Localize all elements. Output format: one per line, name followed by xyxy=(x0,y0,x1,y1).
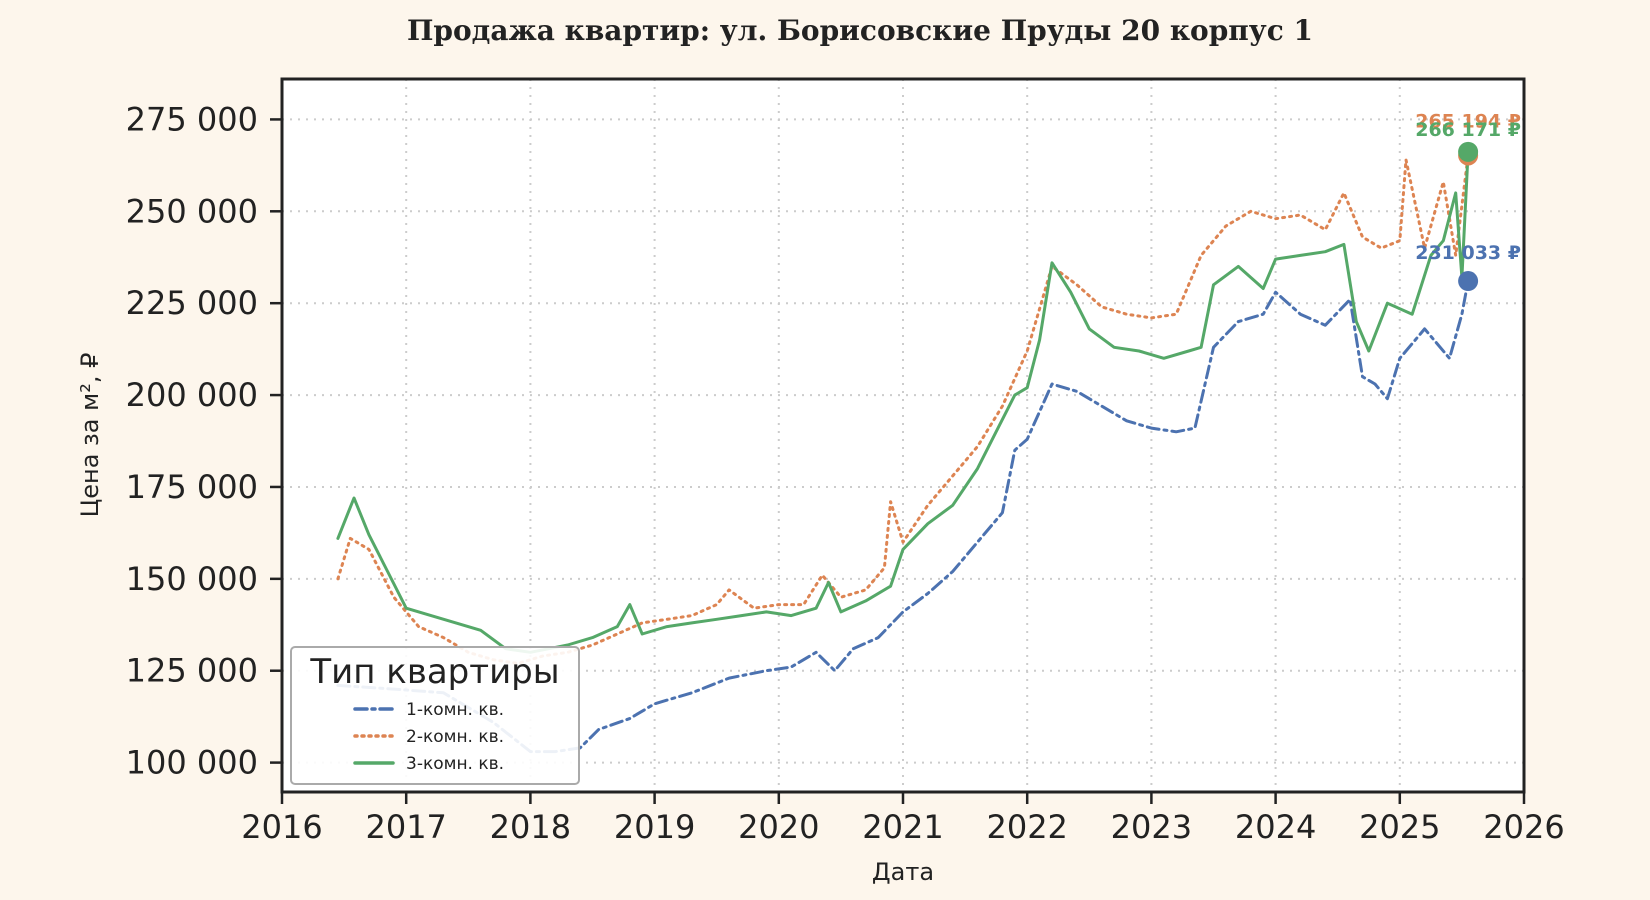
legend-title: Тип квартиры xyxy=(309,652,559,692)
x-tick-label: 2021 xyxy=(862,808,943,846)
end-value-label: 231 033 ₽ xyxy=(1415,242,1521,264)
series-line xyxy=(336,279,1470,754)
x-tick-label: 2022 xyxy=(986,808,1067,846)
x-tick-label: 2026 xyxy=(1483,808,1564,846)
y-axis-label: Цена за м², ₽ xyxy=(76,353,104,518)
legend-label: 2-комн. кв. xyxy=(406,727,504,747)
x-axis: 2016 2017 2018 2019 2020 2021 2022 2023 2024 2025… xyxy=(241,792,1565,846)
y-tick-label: 225 000 xyxy=(126,284,258,322)
x-tick-label: 2017 xyxy=(365,808,446,846)
y-tick-label: 250 000 xyxy=(126,192,258,230)
x-tick-label: 2024 xyxy=(1235,808,1316,846)
y-axis: 100 000 125 000 150 000 175 000 200 000 225 0… xyxy=(126,100,282,782)
x-axis-label: Дата xyxy=(872,858,934,886)
end-value-label: 265 194 ₽ xyxy=(1415,110,1521,132)
x-tick-label: 2025 xyxy=(1359,808,1440,846)
legend-label: 1-комн. кв. xyxy=(406,700,504,720)
end-value-label: 266 171 ₽ xyxy=(1415,119,1521,141)
y-tick-label: 150 000 xyxy=(126,560,258,598)
y-tick-label: 175 000 xyxy=(126,468,258,506)
y-tick-label: 275 000 xyxy=(126,100,258,138)
end-marker xyxy=(1458,141,1479,162)
x-tick-label: 2016 xyxy=(241,808,322,846)
end-marker xyxy=(1458,271,1479,292)
legend: Тип квартиры 1-комн. кв. 2-комн. кв. 3-ком… xyxy=(290,646,580,785)
y-tick-label: 200 000 xyxy=(126,376,258,414)
x-tick-label: 2020 xyxy=(738,808,819,846)
x-tick-label: 2019 xyxy=(614,808,695,846)
legend-items: 1-комн. кв. 2-комн. кв. 3-комн. кв. xyxy=(353,700,504,774)
y-tick-label: 100 000 xyxy=(126,744,258,782)
end-markers: 231 033 ₽ 265 194 ₽266 171 ₽ xyxy=(1415,110,1521,292)
legend-label: 3-комн. кв. xyxy=(406,754,504,774)
y-tick-label: 125 000 xyxy=(126,652,258,690)
legend-box xyxy=(290,646,580,785)
x-tick-label: 2023 xyxy=(1111,808,1192,846)
chart-title: Продажа квартир: ул. Борисовские Пруды 2… xyxy=(407,14,1313,47)
x-tick-label: 2018 xyxy=(490,808,571,846)
